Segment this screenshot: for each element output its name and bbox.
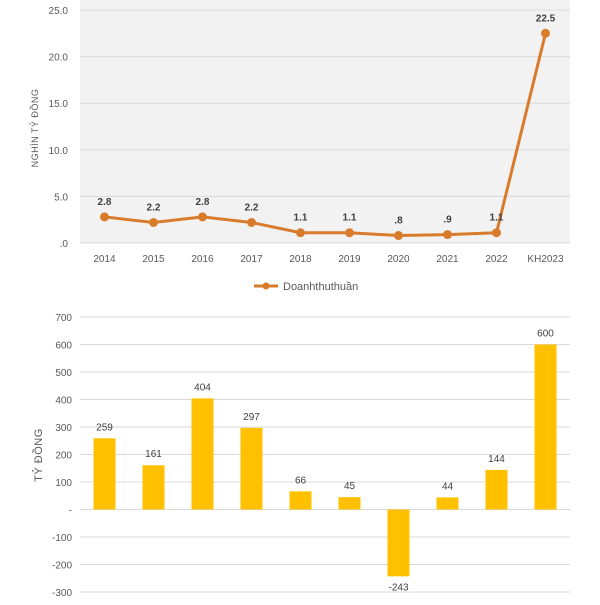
bar <box>436 497 459 510</box>
line-chart-x-tick-label: 2022 <box>485 254 508 265</box>
bar-chart-y-tick-label: 700 <box>55 313 72 324</box>
line-chart-x-tick-label: KH2023 <box>527 254 564 265</box>
line-chart-y-tick-label: 15.0 <box>49 99 69 110</box>
bar <box>191 398 214 510</box>
bar-data-label: 45 <box>344 481 356 492</box>
line-data-label: 1.1 <box>490 213 504 224</box>
line-data-point <box>492 228 501 238</box>
bar <box>338 497 361 510</box>
line-data-label: 2.2 <box>245 202 259 213</box>
line-chart-x-tick-label: 2014 <box>93 254 116 265</box>
line-chart-x-tick-label: 2018 <box>289 254 312 265</box>
bar-data-label: 44 <box>442 481 454 492</box>
bar-chart-y-tick-label: 400 <box>55 396 72 407</box>
line-chart-x-tick-label: 2017 <box>240 254 263 265</box>
line-chart-x-tick-label: 2021 <box>436 254 459 265</box>
bar-data-label: 161 <box>145 449 162 460</box>
bar-data-label: 297 <box>243 412 260 423</box>
bar-data-label: 600 <box>537 329 554 340</box>
bar-chart-y-tick-label: 500 <box>55 368 72 379</box>
line-chart-y-tick-label: 20.0 <box>49 53 69 64</box>
line-data-label: 2.2 <box>147 202 161 213</box>
line-chart-y-axis-label: NGHÌN TỶ ĐỒNG <box>29 89 40 168</box>
bar <box>485 469 508 510</box>
line-data-point <box>443 230 452 240</box>
bar-chart-y-tick-label: -300 <box>52 588 72 599</box>
line-data-point <box>198 212 207 222</box>
bar-chart-y-tick-label: 100 <box>55 478 72 489</box>
bar <box>387 509 410 577</box>
line-data-label: 1.1 <box>294 213 308 224</box>
bar-data-label: 66 <box>295 475 307 486</box>
line-chart-y-tick-label: 5.0 <box>54 192 68 203</box>
bar <box>240 427 263 510</box>
line-series-revenue <box>104 32 547 238</box>
line-chart-plot-area <box>80 0 570 243</box>
bar <box>534 344 557 510</box>
line-data-label: 22.5 <box>536 13 556 24</box>
line-chart-y-tick-label: 25.0 <box>49 6 69 17</box>
bar-chart-y-tick-label: -100 <box>52 533 72 544</box>
bar-chart-y-tick-label: 600 <box>55 341 72 352</box>
bar-chart-y-tick-label: - <box>69 506 72 517</box>
line-data-point <box>100 212 109 222</box>
bar-data-label: 259 <box>96 422 113 433</box>
line-data-label: .9 <box>443 215 452 226</box>
line-data-point <box>247 217 256 227</box>
line-data-point <box>296 228 305 238</box>
line-chart-x-tick-label: 2020 <box>387 254 410 265</box>
bar-chart-y-axis-label: TỶ ĐỒNG <box>32 428 45 482</box>
line-chart-y-tick-label: 10.0 <box>49 146 69 157</box>
line-data-label: 2.8 <box>196 197 210 208</box>
line-data-label: 2.8 <box>98 197 112 208</box>
bar-chart-y-tick-label: 300 <box>55 423 72 434</box>
bar <box>142 465 165 510</box>
line-data-point <box>345 228 354 238</box>
bar-data-label: 144 <box>488 454 505 465</box>
line-data-label: .8 <box>394 216 403 227</box>
bar <box>93 438 116 510</box>
line-chart-x-tick-label: 2019 <box>338 254 361 265</box>
bar-data-label: -243 <box>388 582 408 593</box>
bar-chart-y-tick-label: -200 <box>52 561 72 572</box>
bar-chart-y-tick-label: 200 <box>55 451 72 462</box>
line-data-point <box>149 217 158 227</box>
line-data-point <box>394 231 403 241</box>
line-chart-x-tick-label: 2015 <box>142 254 165 265</box>
bar-data-label: 404 <box>194 382 211 393</box>
line-data-label: 1.1 <box>343 213 357 224</box>
line-data-point <box>541 28 550 38</box>
legend-marker-swatch <box>262 282 270 290</box>
legend-label-revenue: Doanhthuthuần <box>283 281 358 293</box>
bar <box>289 491 312 510</box>
line-chart-legend: Doanhthuthuần <box>254 281 358 293</box>
line-chart-y-tick-label: .0 <box>60 239 69 250</box>
line-chart-x-tick-label: 2016 <box>191 254 214 265</box>
